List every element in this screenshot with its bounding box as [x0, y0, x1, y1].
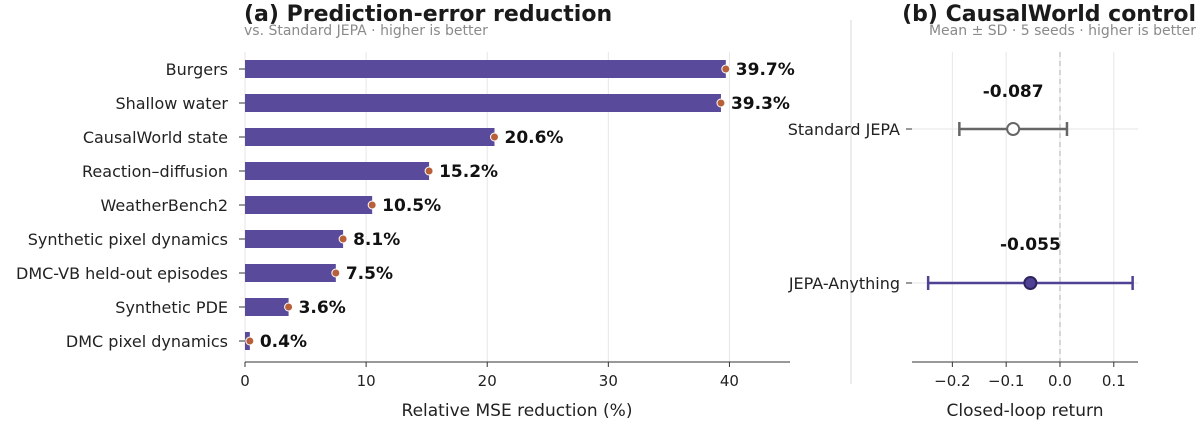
bar: [245, 60, 726, 78]
panel-a-title: (a) Prediction-error reduction: [244, 2, 612, 27]
panel-b-plot: −0.2 −0.1 0.0 0.1 Standard JEPA -0.087 JEPA-An…: [788, 52, 1138, 390]
mean-marker: [1006, 122, 1021, 136]
x-tick-label-a: 40: [720, 372, 739, 390]
category-label: DMC-VB held-out episodes: [16, 264, 228, 283]
value-label: 3.6%: [299, 298, 346, 318]
value-label: 39.3%: [731, 94, 790, 114]
bar: [245, 230, 344, 248]
x-tick-label-b: −0.1: [988, 372, 1024, 390]
bar-end-marker: [721, 64, 731, 74]
bar-end-marker: [367, 200, 377, 210]
category-label: WeatherBench2: [101, 196, 228, 215]
bar-end-marker: [489, 132, 499, 142]
x-tick-label-b: −0.2: [934, 372, 970, 390]
method-label: Standard JEPA: [788, 120, 900, 139]
value-label: 7.5%: [346, 264, 393, 284]
x-tick-label-b: 0.0: [1048, 372, 1072, 390]
method-label: JEPA-Anything: [788, 274, 900, 293]
panel-a-subtitle: vs. Standard JEPA · higher is better: [244, 23, 488, 39]
x-tick-label-a: 20: [478, 372, 497, 390]
category-label: Burgers: [166, 60, 228, 79]
x-tick-label-a: 30: [599, 372, 618, 390]
bar: [245, 264, 336, 282]
mean-value-label: -0.087: [983, 82, 1044, 102]
bar: [245, 196, 373, 214]
panel-b-subtitle: Mean ± SD · 5 seeds · higher is better: [929, 23, 1196, 39]
x-tick-label-a: 10: [357, 372, 376, 390]
value-label: 8.1%: [353, 230, 400, 250]
category-label: Synthetic pixel dynamics: [28, 230, 228, 249]
bar-end-marker: [716, 98, 726, 108]
category-label: DMC pixel dynamics: [66, 332, 228, 351]
category-label: Synthetic PDE: [115, 298, 228, 317]
bar-end-marker: [338, 234, 348, 244]
category-label: CausalWorld state: [83, 128, 228, 147]
bar-end-marker: [284, 302, 294, 312]
panel-a-plot: 0 10 20 30 40 Burgers 39.7% Shallow water 39.3% C…: [16, 52, 795, 390]
bar: [245, 94, 721, 112]
x-tick-label-b: 0.1: [1102, 372, 1126, 390]
panel-b-title: (b) CausalWorld control: [902, 2, 1196, 27]
mean-marker: [1023, 276, 1038, 290]
category-label: Reaction–diffusion: [82, 162, 228, 181]
x-tick-label-a: 0: [240, 372, 250, 390]
bar-end-marker: [331, 268, 341, 278]
bar: [245, 128, 495, 146]
value-label: 15.2%: [439, 162, 498, 182]
panel-b-x-axis-label: Closed-loop return: [947, 401, 1104, 421]
value-label: 0.4%: [260, 332, 307, 352]
value-label: 39.7%: [736, 60, 795, 80]
value-label: 20.6%: [504, 128, 563, 148]
mean-value-label: -0.055: [1000, 235, 1061, 255]
bar-end-marker: [245, 336, 255, 346]
bar-end-marker: [424, 166, 434, 176]
value-label: 10.5%: [382, 196, 441, 216]
panel-a-x-axis-label: Relative MSE reduction (%): [402, 401, 633, 421]
category-label: Shallow water: [115, 94, 228, 113]
bar: [245, 162, 430, 180]
bar: [245, 298, 289, 316]
